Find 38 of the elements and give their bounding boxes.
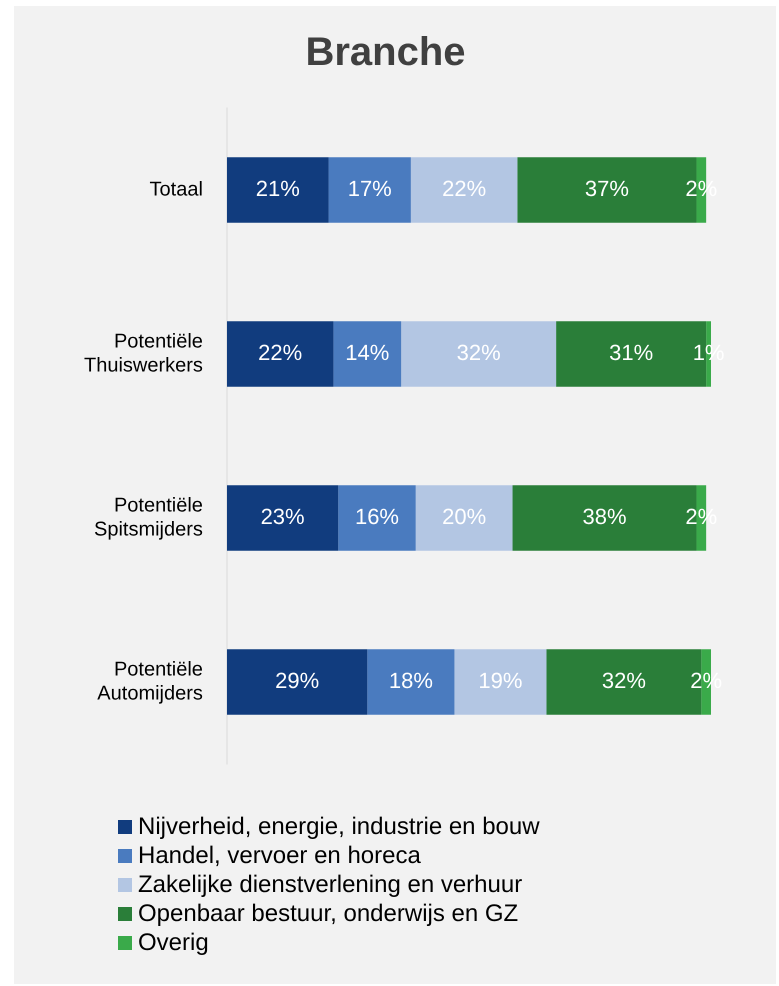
chart-title: Branche	[305, 30, 466, 74]
data-label: 19%	[478, 668, 522, 694]
bar	[333, 321, 402, 387]
data-label: 22%	[258, 340, 302, 366]
y-tick-label: Totaal	[150, 178, 203, 201]
bar	[410, 157, 518, 223]
data-label: 32%	[602, 668, 646, 694]
data-label: 21%	[256, 176, 300, 202]
data-label: 23%	[260, 504, 305, 530]
data-label: 37%	[584, 176, 629, 202]
data-label: 31%	[609, 340, 654, 366]
data-label: 20%	[442, 504, 486, 530]
bar	[416, 485, 513, 551]
legend-label: Zakelijke dienstverlening en verhuur	[138, 870, 522, 899]
data-label: 29%	[275, 668, 320, 694]
bar	[226, 321, 334, 387]
data-label: 16%	[354, 504, 400, 530]
y-tick-label: Potentiële Thuiswerkers	[84, 330, 203, 377]
bar	[226, 485, 338, 551]
legend-label: Handel, vervoer en horeca	[138, 841, 421, 870]
legend-label: Overig	[138, 928, 209, 957]
bar	[226, 649, 368, 715]
bar	[367, 649, 454, 715]
y-tick-label: Potentiële Spitsmijders	[94, 494, 203, 541]
data-label: 38%	[582, 504, 627, 530]
data-label: 17%	[348, 176, 392, 202]
data-label: 32%	[456, 340, 501, 366]
bar	[328, 157, 411, 223]
bar	[454, 649, 546, 715]
bar	[338, 485, 416, 551]
bar	[401, 321, 556, 387]
legend-label: Openbaar bestuur, onderwijs en GZ	[138, 899, 518, 928]
bar	[226, 157, 329, 223]
y-tick-label: Potentiële Automijders	[97, 658, 203, 705]
data-label: 14%	[345, 340, 390, 366]
data-label: 22%	[442, 176, 486, 202]
legend-label: Nijverheid, energie, industrie en bouw	[138, 812, 540, 841]
data-label: 18%	[388, 668, 433, 694]
